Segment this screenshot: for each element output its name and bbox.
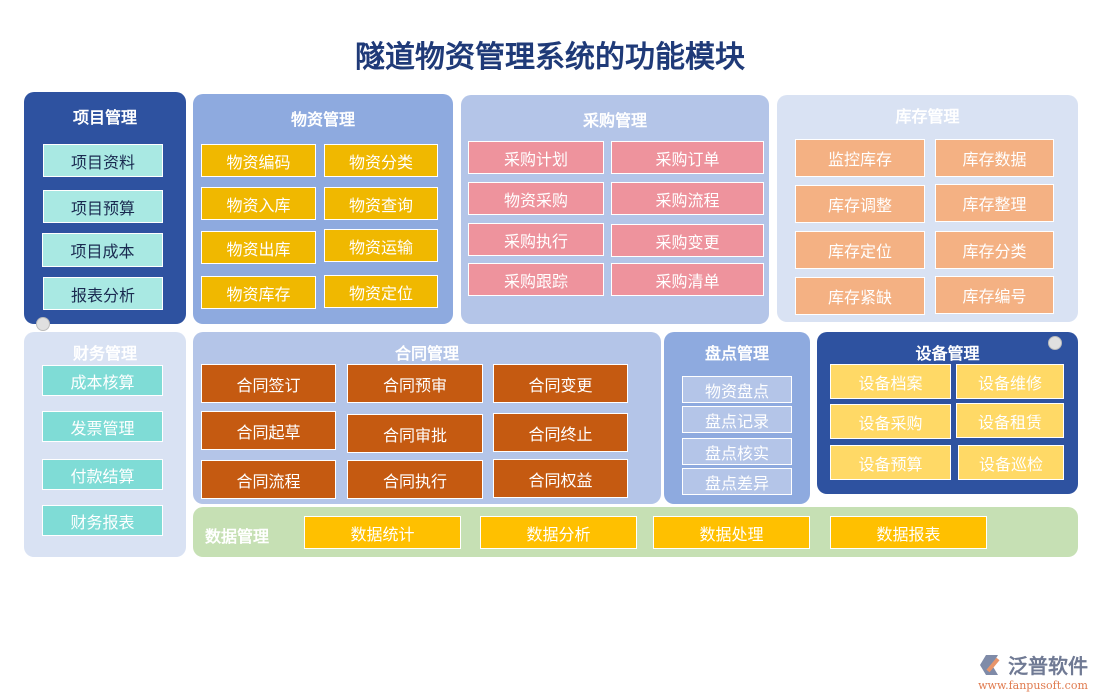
module-item[interactable]: 数据统计 [304, 516, 461, 549]
panel-title: 盘点管理 [704, 344, 769, 363]
panel-stocktake: 盘点管理 物资盘点 盘点记录 盘点核实 盘点差异 [664, 332, 810, 504]
panel-equipment: 设备管理 设备档案 设备维修 设备采购 设备租赁 设备预算 设备巡检 [817, 332, 1078, 494]
module-item[interactable]: 库存紧缺 [795, 277, 925, 315]
module-item[interactable]: 发票管理 [42, 411, 163, 442]
module-item[interactable]: 数据报表 [830, 516, 987, 549]
module-item[interactable]: 物资盘点 [682, 376, 792, 403]
module-item[interactable]: 数据分析 [480, 516, 637, 549]
module-item[interactable]: 采购跟踪 [468, 263, 604, 296]
panel-material: 物资管理 物资编码 物资分类 物资入库 物资查询 物资出库 物资运输 物资库存 … [193, 94, 453, 324]
module-item[interactable]: 盘点记录 [682, 406, 792, 433]
panel-finance: 财务管理 成本核算 发票管理 付款结算 财务报表 [24, 332, 186, 557]
module-item[interactable]: 合同执行 [347, 460, 483, 499]
panel-title: 库存管理 [895, 107, 960, 126]
module-item[interactable]: 合同起草 [201, 411, 336, 450]
module-item[interactable]: 物资运输 [324, 229, 438, 262]
panel-title: 项目管理 [72, 108, 137, 127]
module-item[interactable]: 设备租赁 [956, 403, 1064, 438]
module-item[interactable]: 盘点核实 [682, 438, 792, 465]
panel-title: 物资管理 [290, 110, 355, 129]
module-item[interactable]: 项目预算 [43, 190, 163, 223]
panel-data: 数据管理 数据统计 数据分析 数据处理 数据报表 [193, 507, 1078, 557]
module-item[interactable]: 物资定位 [324, 275, 438, 308]
module-item[interactable]: 合同终止 [493, 413, 628, 452]
connector-dot [36, 317, 50, 331]
module-item[interactable]: 采购订单 [611, 141, 764, 174]
module-item[interactable]: 盘点差异 [682, 468, 792, 495]
module-item[interactable]: 库存调整 [795, 185, 925, 223]
module-item[interactable]: 报表分析 [43, 277, 163, 310]
panel-purchase: 采购管理 采购计划 采购订单 物资采购 采购流程 采购执行 采购变更 采购跟踪 … [461, 95, 769, 324]
module-item[interactable]: 监控库存 [795, 139, 925, 177]
module-item[interactable]: 合同流程 [201, 460, 336, 499]
panel-title: 财务管理 [72, 344, 137, 363]
module-item[interactable]: 采购执行 [468, 223, 604, 256]
module-item[interactable]: 采购计划 [468, 141, 604, 174]
module-item[interactable]: 物资入库 [201, 187, 316, 220]
logo-name: 泛普软件 [1008, 654, 1088, 678]
module-item[interactable]: 物资库存 [201, 276, 316, 309]
module-item[interactable]: 设备巡检 [958, 445, 1064, 480]
module-item[interactable]: 设备预算 [830, 445, 951, 480]
panel-inventory: 库存管理 监控库存 库存数据 库存调整 库存整理 库存定位 库存分类 库存紧缺 … [777, 95, 1078, 322]
logo-url: www.fanpusoft.com [978, 679, 1088, 692]
panel-contract: 合同管理 合同签订 合同预审 合同变更 合同起草 合同审批 合同终止 合同流程 … [193, 332, 661, 504]
module-item[interactable]: 采购变更 [611, 224, 764, 257]
module-item[interactable]: 采购清单 [611, 263, 764, 296]
module-item[interactable]: 项目资料 [43, 144, 163, 177]
module-item[interactable]: 数据处理 [653, 516, 810, 549]
module-item[interactable]: 物资出库 [201, 231, 316, 264]
module-item[interactable]: 设备采购 [830, 404, 951, 439]
module-item[interactable]: 设备维修 [956, 364, 1064, 399]
module-item[interactable]: 采购流程 [611, 182, 764, 215]
module-item[interactable]: 合同签订 [201, 364, 336, 403]
logo-icon [980, 654, 1000, 675]
module-item[interactable]: 物资查询 [324, 187, 438, 220]
module-item[interactable]: 库存定位 [795, 231, 925, 269]
module-item[interactable]: 设备档案 [830, 364, 951, 399]
panel-title: 合同管理 [394, 344, 459, 363]
module-item[interactable]: 财务报表 [42, 505, 163, 536]
page-title: 隧道物资管理系统的功能模块 [355, 40, 745, 75]
panel-project: 项目管理 项目资料 项目预算 项目成本 报表分析 [24, 92, 186, 324]
module-item[interactable]: 物资分类 [324, 144, 438, 177]
module-item[interactable]: 库存整理 [935, 184, 1054, 222]
module-item[interactable]: 库存分类 [935, 231, 1054, 269]
module-item[interactable]: 合同权益 [493, 459, 628, 498]
brand-logo: 泛普软件 www.fanpusoft.com [978, 650, 1088, 692]
module-item[interactable]: 合同变更 [493, 364, 628, 403]
connector-dot [1048, 336, 1062, 350]
panel-title: 采购管理 [582, 111, 647, 130]
module-item[interactable]: 项目成本 [42, 233, 163, 267]
module-item[interactable]: 库存数据 [935, 139, 1054, 177]
module-item[interactable]: 成本核算 [42, 365, 163, 396]
panel-title: 设备管理 [915, 344, 980, 363]
module-item[interactable]: 物资采购 [468, 182, 604, 215]
module-item[interactable]: 合同审批 [347, 414, 483, 453]
module-item[interactable]: 合同预审 [347, 364, 483, 403]
module-item[interactable]: 库存编号 [935, 276, 1054, 314]
module-item[interactable]: 物资编码 [201, 144, 316, 177]
panel-title: 数据管理 [205, 527, 270, 546]
module-item[interactable]: 付款结算 [42, 459, 163, 490]
